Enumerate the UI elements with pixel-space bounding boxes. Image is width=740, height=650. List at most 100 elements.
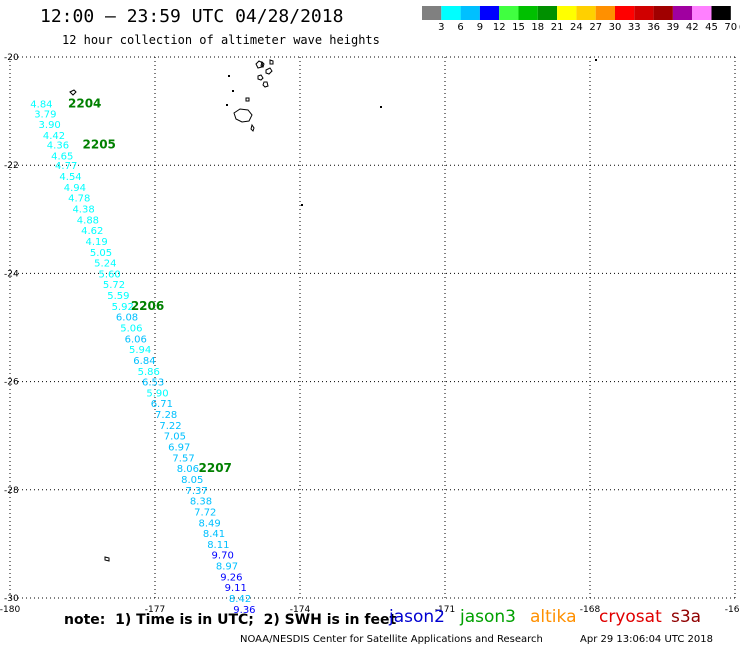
swh-point-label: 7.72 (194, 507, 216, 518)
swh-point-label: 5.92 (112, 302, 134, 313)
swh-point-label: 4.42 (43, 131, 65, 142)
legend-label-33: 33 (628, 22, 641, 33)
island-dot (595, 59, 597, 61)
swh-point-label: 7.37 (185, 486, 207, 497)
swh-point-label: 4.77 (55, 161, 77, 172)
swh-point-label: 4.38 (72, 204, 94, 215)
legend-label-6: 6 (457, 22, 463, 33)
swh-point-label: 8.42 (229, 594, 251, 605)
island-dot (301, 204, 303, 206)
time-label: 2207 (199, 461, 232, 475)
swh-point-label: 4.65 (51, 151, 73, 162)
legend-swatch-33 (615, 6, 635, 20)
swh-point-label: 8.49 (199, 518, 221, 529)
chart-title: 12:00 — 23:59 UTC 04/28/2018 (40, 6, 344, 27)
footer-note: note: 1) Time is in UTC; 2) SWH is in fe… (64, 612, 397, 628)
legend-label-39: 39 (667, 22, 680, 33)
legend-label-36: 36 (647, 22, 660, 33)
swh-point-label: 5.94 (129, 345, 151, 356)
island-outline (255, 60, 264, 69)
legend-swatch-18 (518, 6, 538, 20)
island-dot (226, 104, 228, 106)
legend-label-18: 18 (531, 22, 544, 33)
satellite-altika: altika (530, 607, 577, 627)
swh-point-label: 9.36 (233, 605, 255, 615)
legend-label-9: 9 (477, 22, 483, 33)
legend-swatch-15 (499, 6, 519, 20)
generated-timestamp: Apr 29 13:06:04 UTC 2018 (580, 634, 713, 645)
legend-swatch-24 (557, 6, 577, 20)
legend-swatch-6 (441, 6, 461, 20)
time-label: 2206 (131, 299, 164, 313)
swh-point-label: 3.90 (39, 120, 61, 131)
satellite-s3a: s3a (671, 607, 702, 627)
swh-point-label: 8.38 (190, 497, 212, 508)
swh-point-label: 4.88 (77, 215, 99, 226)
legend-label-30: 30 (609, 22, 622, 33)
swh-point-label: 4.54 (59, 172, 81, 183)
x-tick-label: -180 (0, 605, 20, 615)
swh-point-label: 5.86 (138, 367, 160, 378)
legend-label-21: 21 (551, 22, 564, 33)
legend-swatch-42 (672, 6, 693, 20)
x-tick-label: -171 (435, 605, 455, 615)
island-outline (260, 61, 265, 68)
swh-data-points: 4.843.793.904.424.364.654.774.544.944.78… (30, 100, 255, 615)
swh-point-label: 8.41 (203, 529, 225, 540)
x-tick-label: -165 (725, 605, 740, 615)
island-outline (104, 556, 110, 562)
swh-point-label: 7.05 (164, 432, 186, 443)
island-outline (245, 97, 250, 102)
swh-point-label: 4.36 (47, 141, 69, 152)
legend-label-45: 45 (705, 22, 718, 33)
grid-lines (9, 56, 736, 599)
swh-point-label: 6.06 (125, 334, 147, 345)
time-labels: 2204 2205 2206 2207 (68, 97, 232, 476)
y-tick-label: -22 (4, 161, 19, 171)
time-label: 2205 (83, 138, 116, 152)
swh-point-label: 9.70 (212, 551, 234, 562)
swh-point-label: 9.26 (220, 572, 242, 583)
island-outline (69, 89, 77, 96)
island-outline (269, 59, 274, 65)
swh-point-label: 6.71 (151, 399, 173, 410)
satellite-cryosat: cryosat (599, 607, 662, 627)
legend-label-12: 12 (493, 22, 506, 33)
swh-point-label: 5.72 (103, 280, 125, 291)
y-tick-label: -24 (4, 269, 19, 279)
legend-label-27: 27 (589, 22, 602, 33)
y-tick-label: -20 (4, 53, 19, 63)
credit-line: NOAA/NESDIS Center for Satellite Applica… (240, 634, 543, 645)
chart-subtitle: 12 hour collection of altimeter wave hei… (62, 33, 380, 47)
altimeter-map-plot: -180 -177 -174 -171 -168 -165 -20 -22 -24 -26 -28 -… (0, 53, 740, 615)
island-dot (228, 75, 230, 77)
swh-point-label: 7.28 (155, 410, 177, 421)
x-tick-label: -174 (290, 605, 311, 615)
swh-point-label: 4.78 (68, 194, 90, 205)
legend-swatch-45 (692, 6, 712, 20)
swh-point-label: 3.79 (34, 109, 56, 120)
legend-label-42: 42 (686, 22, 699, 33)
legend-swatch-27 (576, 6, 596, 20)
swh-point-label: 6.53 (142, 378, 164, 389)
swh-point-label: 5.24 (94, 259, 116, 270)
swh-point-label: 5.90 (146, 388, 168, 399)
time-label: 2204 (68, 97, 101, 111)
legend-swatch-30 (595, 6, 615, 20)
island-outline (262, 81, 269, 88)
legend-swatch-21 (537, 6, 558, 20)
y-tick-label: -26 (4, 378, 19, 388)
axis-ticks: -180 -177 -174 -171 -168 -165 -20 -22 -24 -26 -28 -… (0, 53, 740, 615)
swh-point-label: 5.59 (107, 291, 129, 302)
y-tick-label: -30 (4, 594, 19, 604)
swh-point-label: 6.97 (168, 443, 190, 454)
swh-point-label: 9.11 (225, 583, 247, 594)
island-outline (265, 67, 273, 75)
swh-point-label: 8.06 (177, 464, 199, 475)
legend-unit: (ft) (739, 22, 740, 33)
legend-label-70: 70 (724, 22, 737, 33)
island-outlines (69, 59, 597, 562)
island-dot (232, 90, 234, 92)
